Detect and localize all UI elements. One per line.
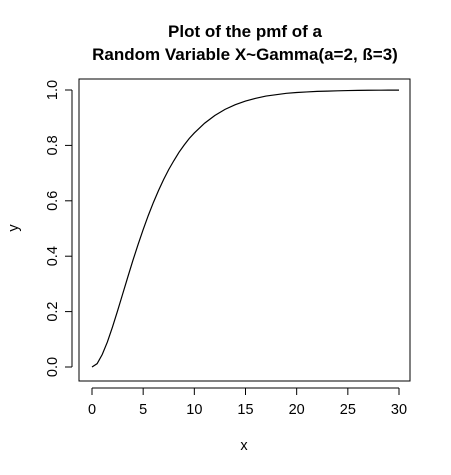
y-tick-label: 0.6 xyxy=(45,191,61,211)
x-axis: 0 5 10 15 20 25 30 xyxy=(88,387,407,418)
plot-frame xyxy=(78,78,411,382)
y-axis: 0.0 0.2 0.4 0.6 0.8 1.0 xyxy=(45,80,73,377)
chart-subtitle: Random Variable X~Gamma(a=2, ß=3) xyxy=(92,45,398,64)
chart-title: Plot of the pmf of a xyxy=(168,22,322,41)
y-tick-label: 0.2 xyxy=(45,302,61,322)
x-tick-label: 25 xyxy=(340,402,356,418)
x-tick-label: 10 xyxy=(186,402,202,418)
x-tick-label: 5 xyxy=(139,402,147,418)
y-tick-label: 1.0 xyxy=(45,80,61,100)
x-tick-label: 30 xyxy=(391,402,407,418)
y-tick-label: 0.4 xyxy=(45,246,61,266)
y-axis-label: y xyxy=(6,224,22,232)
cdf-line xyxy=(91,89,400,368)
x-axis-label: x xyxy=(240,438,248,454)
y-tick-label: 0.8 xyxy=(45,135,61,155)
x-tick-label: 0 xyxy=(88,402,96,418)
x-tick-label: 15 xyxy=(237,402,253,418)
x-tick-label: 20 xyxy=(289,402,305,418)
y-tick-label: 0.0 xyxy=(45,357,61,377)
